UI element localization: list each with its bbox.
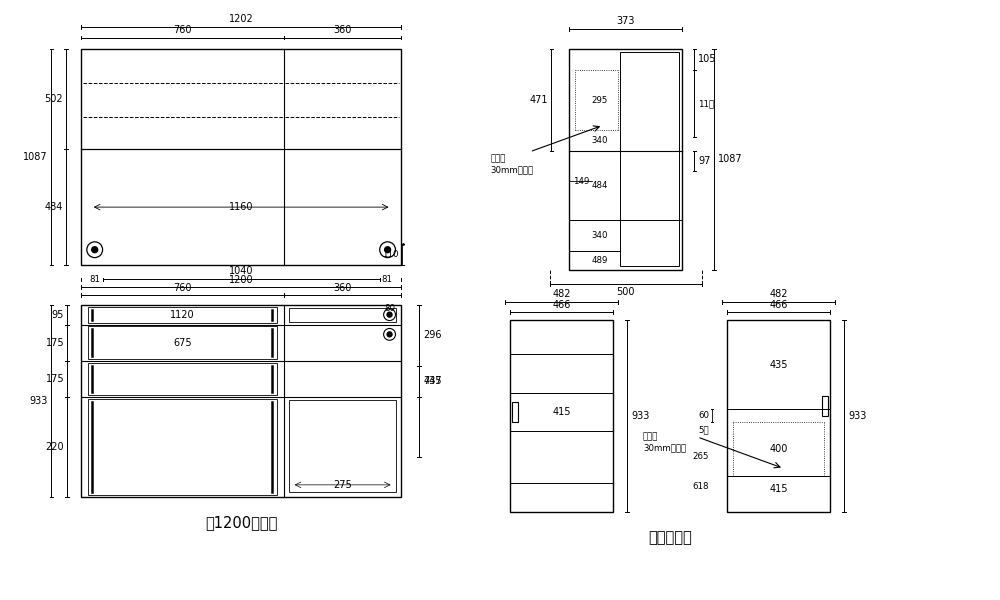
Text: 296: 296: [423, 331, 442, 340]
Text: 415: 415: [769, 484, 788, 494]
Text: 500: 500: [616, 287, 635, 297]
Text: 502: 502: [45, 94, 63, 104]
Bar: [81, 49, 401, 265]
Text: 373: 373: [616, 16, 635, 26]
Circle shape: [387, 312, 392, 317]
Bar: [88, 398, 277, 495]
Text: 可動棚
30mmピッチ: 可動棚 30mmピッチ: [643, 432, 686, 452]
Text: 466: 466: [552, 300, 571, 310]
Text: 175: 175: [46, 374, 64, 383]
Text: 5段: 5段: [698, 425, 709, 434]
Text: 737: 737: [423, 376, 442, 386]
Text: 95: 95: [52, 310, 64, 320]
Text: 471: 471: [530, 95, 548, 105]
Text: 175: 175: [46, 338, 64, 347]
Text: 445: 445: [423, 376, 442, 386]
Bar: [620, 52, 679, 266]
Text: 482: 482: [769, 289, 788, 299]
Text: 1160: 1160: [229, 202, 253, 212]
Text: 360: 360: [333, 283, 352, 293]
Text: 1087: 1087: [23, 152, 47, 162]
Text: 466: 466: [769, 300, 788, 310]
Bar: [569, 49, 682, 271]
Text: 484: 484: [591, 181, 608, 190]
Circle shape: [387, 332, 392, 337]
Circle shape: [385, 247, 391, 253]
Text: 81: 81: [382, 275, 393, 284]
Text: 484: 484: [45, 202, 63, 212]
Text: 1200: 1200: [229, 275, 253, 285]
Text: 933: 933: [631, 411, 650, 421]
Text: 60: 60: [698, 411, 709, 420]
Text: 220: 220: [46, 442, 64, 452]
Text: 415: 415: [552, 407, 571, 417]
Text: 并1200タイプ: 并1200タイプ: [205, 515, 277, 530]
Bar: [822, 397, 828, 416]
Text: 295: 295: [591, 95, 608, 104]
Text: 1202: 1202: [229, 14, 254, 24]
Bar: [289, 308, 396, 322]
Bar: [81, 305, 401, 497]
Text: 1087: 1087: [718, 154, 743, 164]
Text: 265: 265: [693, 452, 709, 461]
Circle shape: [92, 247, 98, 253]
Text: 81: 81: [90, 275, 101, 284]
Text: 110: 110: [382, 250, 398, 259]
Bar: [727, 320, 830, 512]
Text: 435: 435: [769, 359, 788, 370]
Text: 可動棚
30mmピッチ: 可動棚 30mmピッチ: [490, 154, 533, 174]
Text: 618: 618: [693, 482, 709, 491]
Text: 933: 933: [29, 396, 47, 406]
Bar: [88, 307, 277, 323]
Text: 760: 760: [173, 283, 192, 293]
Text: 675: 675: [173, 338, 192, 347]
Text: 760: 760: [173, 25, 191, 35]
Text: 275: 275: [333, 480, 352, 490]
Bar: [289, 400, 396, 492]
Bar: [510, 320, 613, 512]
Text: 1120: 1120: [170, 310, 195, 320]
Text: 933: 933: [848, 411, 866, 421]
Text: 105: 105: [698, 54, 717, 64]
Bar: [512, 402, 518, 422]
Text: 149: 149: [573, 177, 589, 186]
Text: 340: 340: [591, 231, 608, 240]
Text: 1040: 1040: [229, 266, 253, 277]
Text: 482: 482: [552, 289, 571, 299]
Text: 400: 400: [769, 444, 788, 454]
Text: 11段: 11段: [698, 99, 714, 108]
Bar: [88, 326, 277, 359]
Text: 97: 97: [698, 156, 711, 166]
Text: 80: 80: [384, 304, 395, 313]
Text: 340: 340: [591, 136, 608, 145]
Text: 360: 360: [333, 25, 352, 35]
Text: 共通側面図: 共通側面図: [648, 530, 692, 545]
Text: 489: 489: [591, 256, 608, 265]
Bar: [88, 362, 277, 395]
